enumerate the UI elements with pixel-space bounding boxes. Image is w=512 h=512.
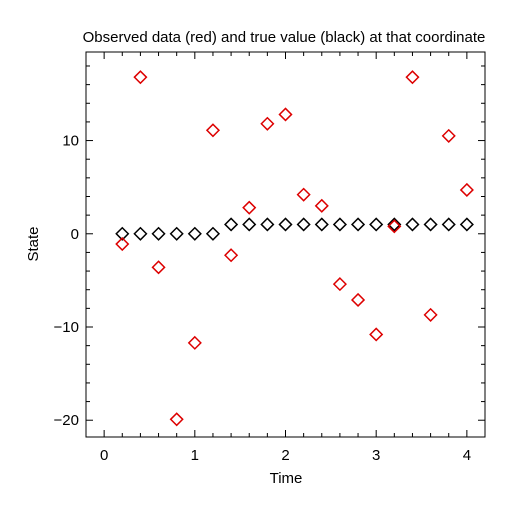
- data-point: [260, 116, 275, 131]
- data-point: [242, 200, 257, 215]
- data-point: [387, 219, 402, 234]
- chart-title: Observed data (red) and true value (blac…: [83, 29, 486, 46]
- data-point: [332, 277, 347, 292]
- data-point: [115, 226, 130, 241]
- data-point: [187, 226, 202, 241]
- x-tick-label: 2: [281, 447, 289, 464]
- data-point: [423, 217, 438, 232]
- data-point: [260, 217, 275, 232]
- y-tick-label: −10: [54, 319, 79, 336]
- data-point: [133, 70, 148, 85]
- data-point: [296, 217, 311, 232]
- data-point: [169, 412, 184, 427]
- data-point: [187, 335, 202, 350]
- x-tick-label: 3: [372, 447, 380, 464]
- data-point: [278, 217, 293, 232]
- data-point: [459, 182, 474, 198]
- data-point: [369, 217, 384, 232]
- data-point: [441, 128, 456, 143]
- data-point: [314, 217, 329, 232]
- data-point: [278, 107, 293, 122]
- data-point: [314, 198, 329, 213]
- y-tick-label: −20: [54, 412, 79, 429]
- data-point: [169, 226, 184, 241]
- data-point: [441, 217, 456, 232]
- plot-frame: [85, 51, 486, 438]
- x-tick-label: 4: [463, 447, 471, 464]
- data-point: [332, 217, 347, 232]
- data-point: [205, 226, 221, 241]
- y-axis-title: State: [25, 226, 42, 261]
- data-point: [369, 327, 384, 342]
- data-point: [405, 217, 420, 232]
- data-point: [350, 292, 366, 308]
- x-tick-label: 0: [100, 447, 108, 464]
- y-tick-label: 10: [62, 133, 79, 150]
- data-point: [459, 217, 474, 232]
- y-tick-label: 0: [71, 226, 79, 243]
- data-point: [405, 70, 420, 85]
- data-point: [387, 217, 402, 232]
- data-point: [296, 187, 311, 202]
- x-tick-labels: 0 1 2 3 4: [100, 447, 471, 464]
- axis-ticks: [86, 52, 486, 437]
- data-point: [423, 307, 438, 322]
- data-point: [151, 226, 166, 241]
- data-point: [350, 217, 366, 232]
- data-point: [133, 226, 148, 241]
- data-points: [115, 70, 474, 427]
- data-point: [242, 217, 257, 232]
- data-point: [115, 236, 130, 252]
- x-tick-label: 1: [191, 447, 199, 464]
- y-tick-labels: −20 −10 0 10: [54, 133, 79, 430]
- x-axis-title: Time: [270, 470, 303, 487]
- data-point: [151, 260, 166, 275]
- data-point: [224, 248, 239, 263]
- data-point: [205, 123, 221, 138]
- data-point: [224, 217, 239, 232]
